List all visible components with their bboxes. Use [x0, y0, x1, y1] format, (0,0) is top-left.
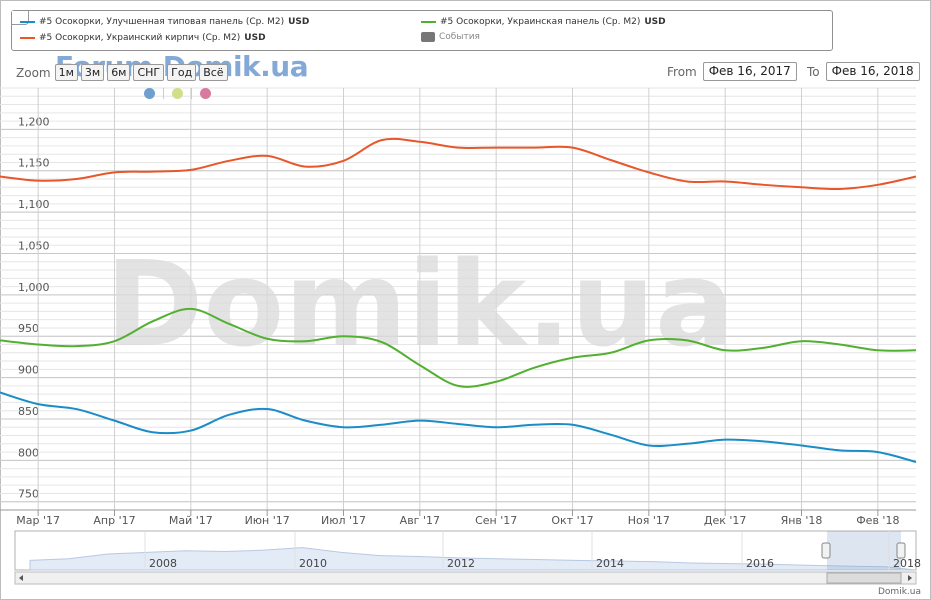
x-tick-label: Авг '17: [400, 514, 440, 527]
event-dot-yellow[interactable]: [172, 88, 183, 99]
legend-item-ukr-brick[interactable]: #5 Осокорки, Украинский кирпич (Ср. М2) …: [20, 33, 266, 43]
legend-item-improved-panel[interactable]: #5 Осокорки, Улучшенная типовая панель (…: [20, 17, 309, 27]
series-line-1: [0, 137, 917, 191]
x-tick-label: Дек '17: [704, 514, 747, 527]
x-tick-label: Янв '18: [781, 514, 823, 527]
scrollbar-track[interactable]: [14, 571, 917, 585]
zoom-6m-button[interactable]: 6м: [107, 64, 131, 81]
legend-swatch: [20, 37, 35, 39]
navigator-year-label: 2008: [149, 557, 177, 570]
event-dot-blue[interactable]: [144, 88, 155, 99]
x-tick-label: Июн '17: [245, 514, 290, 527]
y-tick-label: 800: [18, 446, 39, 459]
x-tick-label: Май '17: [169, 514, 213, 527]
scroll-left-icon[interactable]: [19, 575, 23, 581]
legend-item-ukr-panel[interactable]: #5 Осокорки, Украинская панель (Ср. М2) …: [421, 17, 666, 27]
series-line-2: [0, 307, 917, 388]
navigator-year-label: 2018: [893, 557, 921, 570]
zoom-controls: Zoom 1м 3м 6м СНГ Год Всё: [16, 64, 231, 81]
navigator-year-label: 2012: [447, 557, 475, 570]
legend: #5 Осокорки, Улучшенная типовая панель (…: [11, 10, 833, 51]
scroll-right-icon[interactable]: [908, 575, 912, 581]
scrollbar-thumb[interactable]: [826, 572, 902, 584]
legend-swatch: [421, 21, 436, 23]
y-tick-label: 950: [18, 322, 39, 335]
events-box-icon: [421, 32, 435, 42]
y-tick-label: 1,050: [18, 239, 50, 252]
credit-link[interactable]: Domik.ua: [878, 587, 921, 597]
from-date-input[interactable]: Фев 16, 2017: [702, 62, 797, 81]
x-tick-label: Июл '17: [321, 514, 366, 527]
zoom-1y-button[interactable]: Год: [167, 64, 197, 81]
range-to: To Фев 16, 2018: [807, 62, 920, 81]
x-tick-label: Апр '17: [93, 514, 135, 527]
y-tick-label: 850: [18, 405, 39, 418]
zoom-all-button[interactable]: Всё: [199, 64, 228, 81]
event-dot-pink[interactable]: [200, 88, 211, 99]
zoom-ytd-button[interactable]: СНГ: [133, 64, 165, 81]
domik-watermark: Domik.ua: [105, 235, 734, 373]
divider: [191, 88, 192, 99]
x-tick-label: Ноя '17: [628, 514, 670, 527]
zoom-3m-button[interactable]: 3м: [80, 64, 105, 81]
navigator-selection: [827, 531, 901, 570]
x-tick-label: Мар '17: [16, 514, 60, 527]
y-tick-label: 1,000: [18, 281, 50, 294]
y-tick-label: 750: [18, 488, 39, 501]
legend-swatch: [20, 21, 35, 23]
to-date-input[interactable]: Фев 16, 2018: [825, 62, 920, 81]
navigator-year-label: 2010: [299, 557, 327, 570]
y-tick-label: 1,100: [18, 198, 50, 211]
zoom-1m-button[interactable]: 1м: [54, 64, 78, 81]
zoom-label: Zoom: [16, 65, 51, 80]
y-tick-label: 900: [18, 364, 39, 377]
x-tick-label: Окт '17: [551, 514, 593, 527]
event-markers: [144, 88, 219, 99]
x-tick-label: Фев '18: [856, 514, 899, 527]
range-from: From Фев 16, 2017: [667, 62, 797, 81]
navigator-handle[interactable]: [821, 542, 831, 559]
divider: [163, 88, 164, 99]
navigator-handle[interactable]: [896, 542, 906, 559]
to-label: To: [807, 64, 820, 79]
navigator-year-label: 2016: [746, 557, 774, 570]
y-tick-label: 1,150: [18, 157, 50, 170]
x-tick-label: Сен '17: [475, 514, 517, 527]
series-line-0: [0, 391, 917, 463]
legend-item-events[interactable]: События: [421, 32, 480, 42]
navigator-year-label: 2014: [596, 557, 624, 570]
navigator-area: [29, 547, 917, 571]
y-tick-label: 1,200: [18, 115, 50, 128]
from-label: From: [667, 64, 697, 79]
